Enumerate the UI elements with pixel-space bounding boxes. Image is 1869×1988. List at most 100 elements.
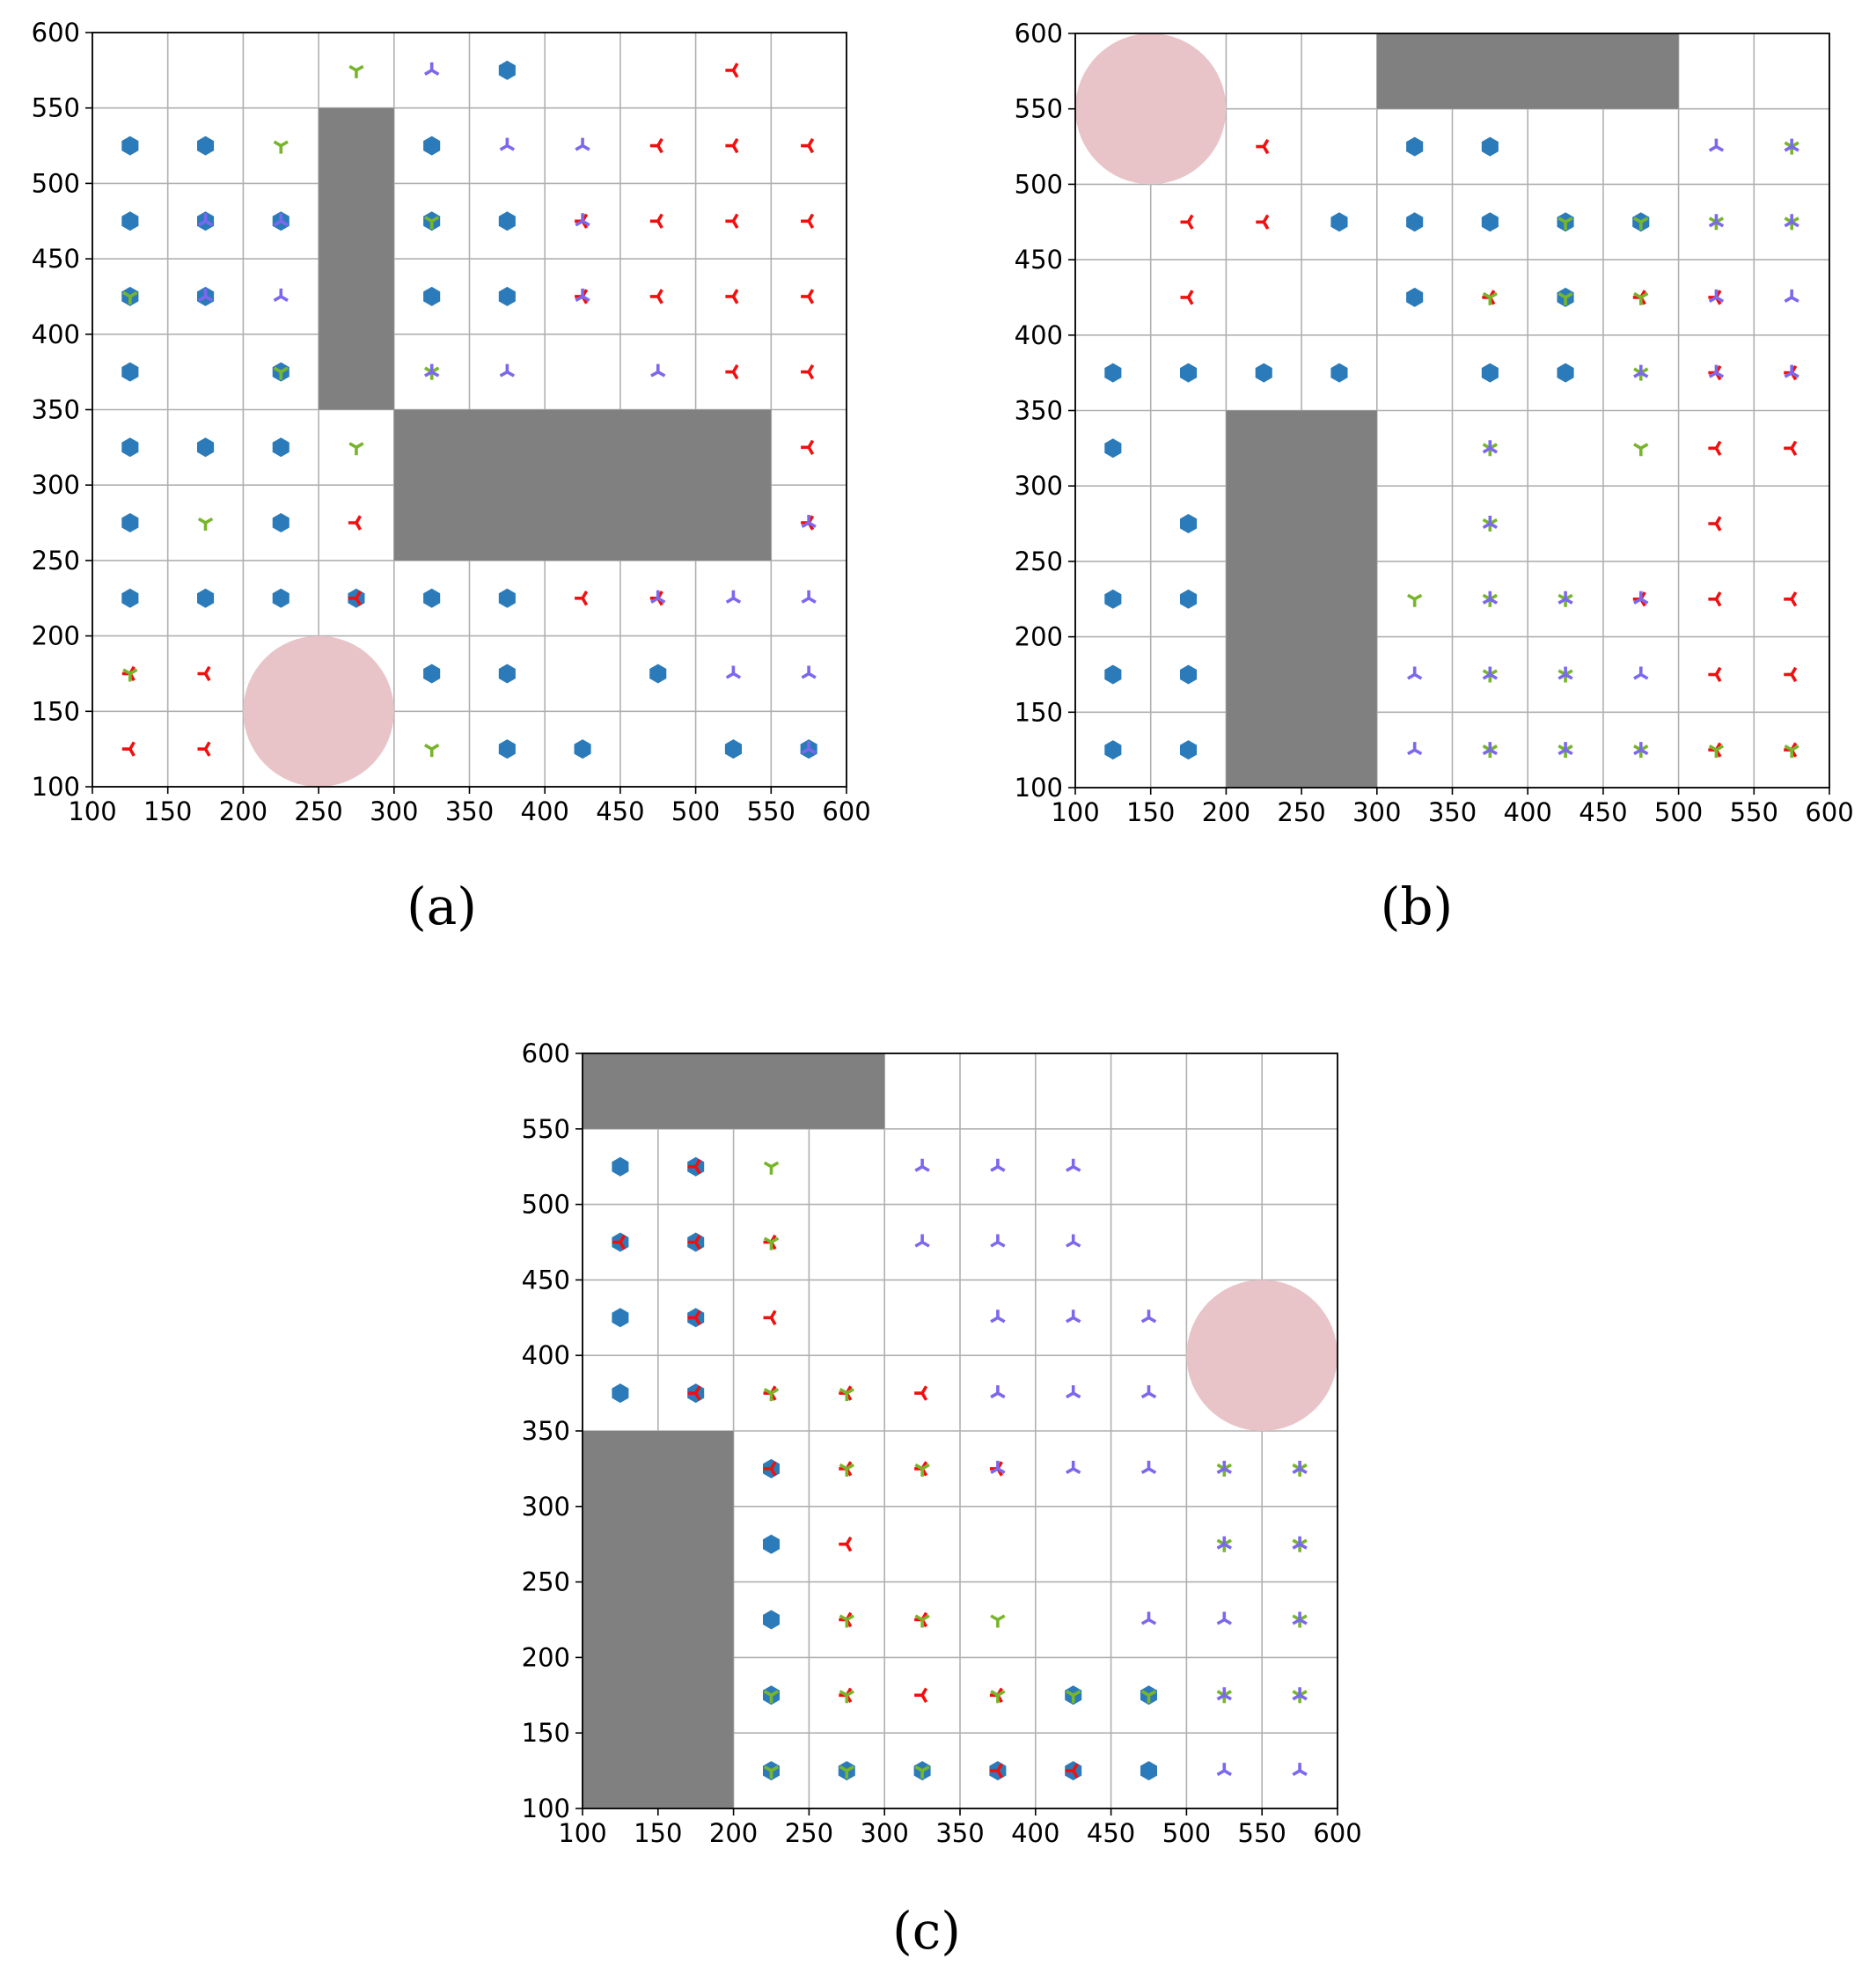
tri-up-marker xyxy=(1216,1611,1232,1625)
tri-up-marker xyxy=(499,363,515,378)
y-tick-label: 250 xyxy=(1015,547,1063,576)
tri-left-marker xyxy=(687,1309,701,1325)
tri-up-marker xyxy=(1708,364,1725,378)
hexagon-marker xyxy=(197,136,215,156)
tri-up-marker xyxy=(197,213,214,227)
tri-up-marker xyxy=(1216,1536,1232,1550)
hexagon-marker xyxy=(1180,740,1198,760)
tri-up-marker xyxy=(801,590,817,604)
tri-up-marker xyxy=(1216,1687,1232,1701)
tri-left-marker xyxy=(612,1234,626,1251)
hexagon-marker xyxy=(1255,363,1272,383)
y-tick-label: 550 xyxy=(32,93,80,123)
y-tick-label: 600 xyxy=(32,18,80,48)
hexagon-marker xyxy=(1104,363,1122,383)
x-tick-label: 450 xyxy=(596,796,644,826)
obstacle-block xyxy=(319,107,394,410)
y-tick-label: 150 xyxy=(522,1718,570,1748)
tri-up-marker xyxy=(990,1385,1006,1399)
x-tick-label: 550 xyxy=(1730,797,1778,827)
tri-down-marker xyxy=(1558,291,1573,305)
hexagon-marker xyxy=(1140,1761,1157,1781)
tri-left-marker xyxy=(197,665,211,682)
caption-b: (b) xyxy=(1381,877,1453,936)
hexagon-marker xyxy=(1481,212,1499,232)
hexagon-marker xyxy=(498,60,516,80)
tri-down-marker xyxy=(1633,443,1649,457)
y-tick-label: 350 xyxy=(32,395,80,425)
tri-up-marker xyxy=(1482,666,1499,680)
y-tick-label: 100 xyxy=(522,1794,570,1823)
tri-down-marker xyxy=(1784,745,1799,759)
x-tick-label: 250 xyxy=(1277,797,1325,827)
tri-up-marker xyxy=(1482,515,1498,530)
hexagon-marker xyxy=(612,1308,629,1328)
tri-left-marker xyxy=(725,137,739,154)
y-tick-label: 250 xyxy=(32,546,80,576)
x-tick-label: 600 xyxy=(1313,1818,1361,1848)
tri-up-marker xyxy=(499,137,516,151)
y-tick-label: 500 xyxy=(1015,169,1063,199)
y-tick-label: 400 xyxy=(32,319,80,349)
tri-up-marker xyxy=(801,514,817,529)
tri-up-marker xyxy=(273,213,289,227)
tri-left-marker xyxy=(763,1461,777,1477)
tri-down-marker xyxy=(197,517,214,532)
tri-up-marker xyxy=(801,665,817,679)
tri-left-marker xyxy=(801,213,815,229)
tri-left-marker xyxy=(649,289,663,304)
tri-left-marker xyxy=(121,741,136,757)
tri-up-marker xyxy=(1140,1460,1157,1474)
hexagon-marker xyxy=(498,286,516,306)
tri-up-marker xyxy=(650,590,666,604)
hexagon-marker xyxy=(272,588,290,608)
x-tick-label: 300 xyxy=(861,1818,909,1848)
tri-up-marker xyxy=(1784,364,1799,378)
tri-down-marker xyxy=(763,1236,780,1251)
x-tick-label: 600 xyxy=(1805,797,1853,827)
tri-down-marker xyxy=(1708,745,1725,759)
tri-down-marker xyxy=(763,1765,780,1779)
tri-up-marker xyxy=(990,1234,1006,1248)
hexagon-marker xyxy=(197,437,215,458)
x-tick-label: 200 xyxy=(1202,797,1250,827)
hexagon-marker xyxy=(121,588,139,608)
tri-down-marker xyxy=(273,140,289,154)
x-tick-label: 250 xyxy=(294,796,342,826)
tri-left-marker xyxy=(725,213,739,229)
hexagon-marker xyxy=(197,588,215,608)
tri-up-marker xyxy=(575,137,590,151)
tri-left-marker xyxy=(1180,214,1194,230)
tri-left-marker xyxy=(1708,666,1722,683)
y-tick-label: 250 xyxy=(522,1567,570,1597)
x-tick-label: 250 xyxy=(785,1818,833,1848)
hexagon-marker xyxy=(121,362,139,382)
tri-down-marker xyxy=(914,1463,930,1477)
tri-up-marker xyxy=(1633,591,1649,605)
hexagon-marker xyxy=(1180,589,1198,609)
hexagon-marker xyxy=(1330,363,1348,383)
x-tick-label: 500 xyxy=(1654,797,1703,827)
tri-down-marker xyxy=(763,1388,780,1402)
tri-up-marker xyxy=(1784,138,1799,152)
y-tick-label: 300 xyxy=(1015,471,1063,501)
x-tick-label: 350 xyxy=(935,1818,984,1848)
tri-down-marker xyxy=(914,1765,930,1779)
x-tick-label: 550 xyxy=(747,796,795,826)
tri-down-marker xyxy=(348,442,364,456)
hexagon-marker xyxy=(1330,212,1348,232)
x-tick-label: 300 xyxy=(1352,797,1401,827)
tri-up-marker xyxy=(1066,1234,1081,1248)
tri-left-marker xyxy=(649,137,663,154)
tri-up-marker xyxy=(1140,1611,1157,1625)
y-tick-label: 500 xyxy=(32,168,80,198)
tri-up-marker xyxy=(1482,591,1499,605)
tri-left-marker xyxy=(1784,591,1798,607)
tri-up-marker xyxy=(801,741,817,755)
tri-left-marker xyxy=(1708,516,1722,532)
hexagon-marker xyxy=(423,286,441,306)
hexagon-marker xyxy=(1180,664,1198,685)
y-tick-label: 150 xyxy=(32,696,80,726)
tri-left-marker xyxy=(649,213,663,229)
tri-left-marker xyxy=(1708,591,1722,607)
